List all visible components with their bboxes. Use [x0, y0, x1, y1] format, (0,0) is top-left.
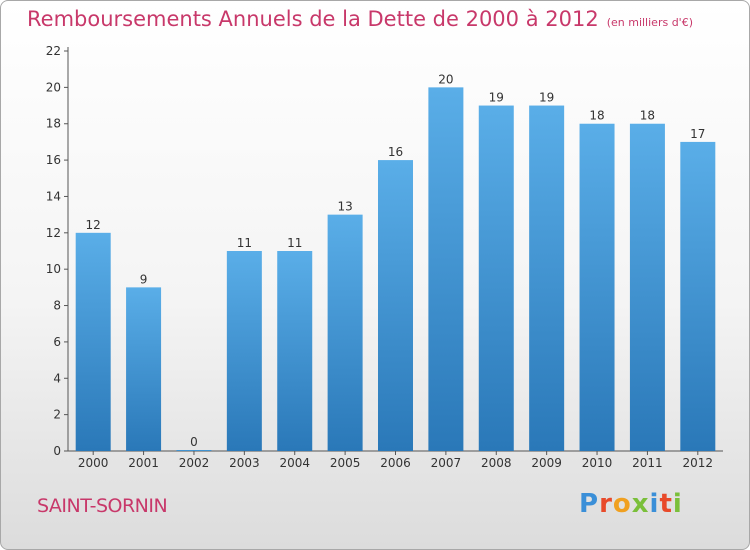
- x-tick-label: 2003: [229, 456, 260, 470]
- x-tick-label: 2011: [632, 456, 663, 470]
- data-label: 11: [237, 236, 252, 250]
- logo-letter: P: [579, 489, 600, 519]
- data-label: 13: [337, 200, 352, 214]
- data-label: 19: [539, 91, 554, 105]
- data-label: 17: [690, 127, 705, 141]
- logo-letter: i: [649, 489, 660, 519]
- x-tick-label: 2005: [330, 456, 361, 470]
- bar-2011: [629, 123, 665, 452]
- x-tick-label: 2012: [683, 456, 714, 470]
- y-tick-label: 12: [46, 226, 61, 240]
- bar-2010: [579, 123, 615, 452]
- bar-2000: [75, 232, 111, 451]
- y-tick-label: 22: [46, 44, 61, 58]
- data-label: 18: [640, 109, 655, 123]
- logo-letter: r: [599, 489, 613, 519]
- logo-letter: o: [612, 489, 632, 519]
- chart-title-text: Remboursements Annuels de la Dette de 20…: [27, 7, 599, 31]
- bar-2004: [277, 251, 313, 451]
- data-label: 16: [388, 145, 403, 159]
- y-tick-label: 14: [46, 189, 61, 203]
- x-tick-label: 2009: [531, 456, 562, 470]
- bar-2009: [529, 105, 565, 451]
- bar-2001: [126, 287, 162, 451]
- data-label: 11: [287, 236, 302, 250]
- y-tick-label: 20: [46, 80, 61, 94]
- x-tick-label: 2010: [582, 456, 613, 470]
- bar-2012: [680, 141, 716, 451]
- x-tick-label: 2001: [128, 456, 159, 470]
- y-tick-label: 2: [53, 408, 61, 422]
- y-tick-label: 0: [53, 444, 61, 458]
- chart-title: Remboursements Annuels de la Dette de 20…: [27, 7, 693, 31]
- x-tick-label: 2008: [481, 456, 512, 470]
- logo-letter: i: [672, 489, 683, 519]
- x-tick-label: 2007: [431, 456, 462, 470]
- chart-unit: (en milliers d'€): [606, 16, 693, 29]
- y-tick-label: 18: [46, 117, 61, 131]
- y-tick-label: 16: [46, 153, 61, 167]
- x-tick-label: 2000: [78, 456, 109, 470]
- x-tick-label: 2004: [279, 456, 310, 470]
- logo-letter: t: [659, 489, 673, 519]
- x-tick-label: 2002: [179, 456, 210, 470]
- bar-2003: [226, 251, 262, 451]
- data-label: 0: [190, 435, 198, 449]
- y-tick-label: 4: [53, 371, 61, 385]
- bar-2007: [428, 87, 464, 451]
- proxiti-logo: Proxiti: [579, 489, 683, 519]
- data-label: 19: [489, 91, 504, 105]
- data-label: 20: [438, 72, 453, 86]
- bar-2006: [378, 160, 413, 451]
- bar-2005: [327, 214, 363, 451]
- commune-name: SAINT-SORNIN: [37, 495, 168, 517]
- data-label: 12: [86, 218, 101, 232]
- y-tick-label: 6: [53, 335, 61, 349]
- data-label: 18: [589, 109, 604, 123]
- data-label: 9: [140, 272, 148, 286]
- y-tick-label: 8: [53, 299, 61, 313]
- logo-letter: x: [631, 489, 650, 519]
- bar-2002: [176, 450, 212, 451]
- x-tick-label: 2006: [380, 456, 411, 470]
- bar-2008: [478, 105, 514, 451]
- y-tick-label: 10: [46, 262, 61, 276]
